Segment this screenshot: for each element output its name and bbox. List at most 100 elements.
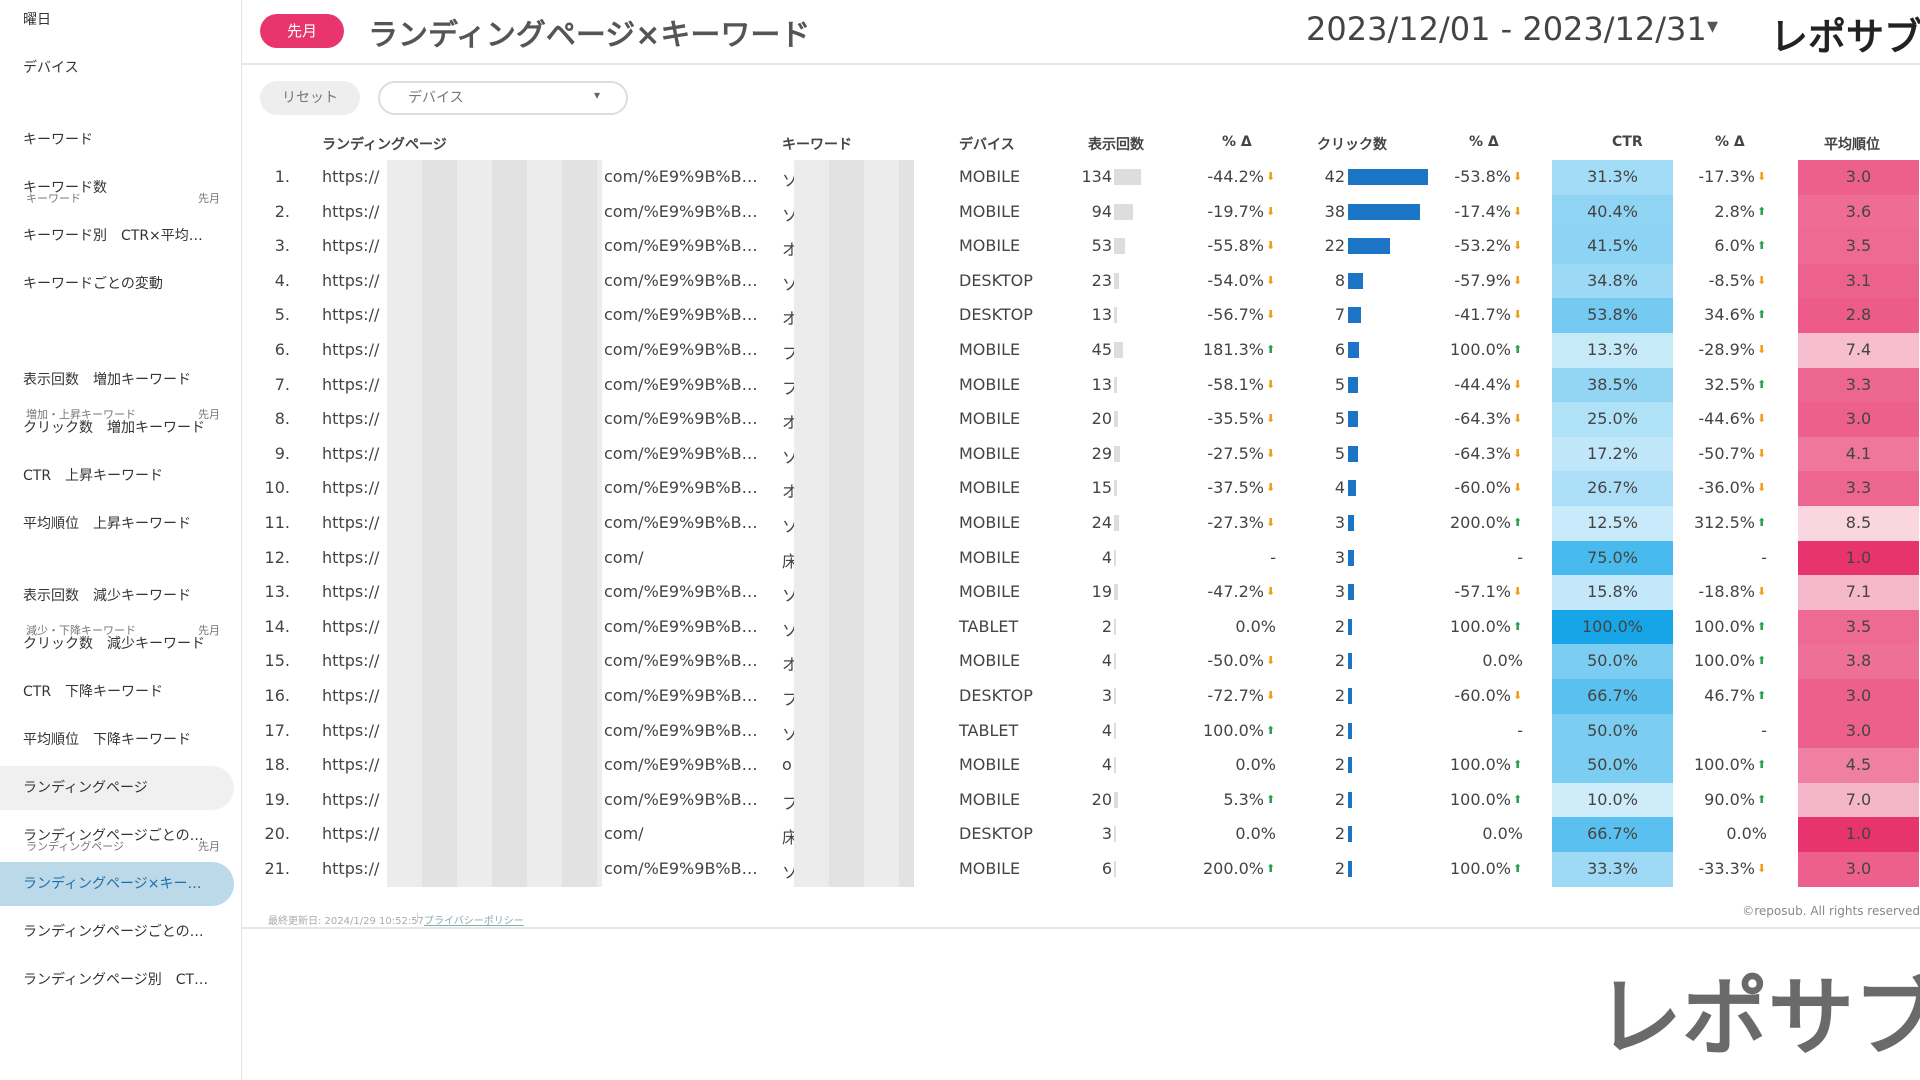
delta-value: 200.0%	[1202, 859, 1264, 878]
sidebar-item[interactable]: 表示回数 減少キーワード	[23, 588, 191, 604]
row-number: 1.	[274, 167, 290, 186]
blurred-keyword	[794, 160, 914, 195]
delta-value: 200.0%	[1449, 513, 1511, 532]
ctr-value: 17.2%	[1587, 443, 1638, 463]
delta-value: 100.0%	[1449, 789, 1511, 809]
main: 先月 ランディングページ×キーワード 2023/12/01 - 2023/12/…	[242, 0, 1920, 1080]
row-number: 11.	[264, 513, 290, 532]
clicks: 3	[1334, 513, 1345, 532]
column-header[interactable]: % Δ	[1469, 134, 1499, 150]
position-cell	[1798, 263, 1919, 299]
delta-value: -64.3%	[1454, 409, 1511, 429]
column-header[interactable]: ランディングページ	[322, 137, 447, 153]
delta-value: -53.2%	[1454, 236, 1511, 256]
delta-value: 100.0%	[1449, 616, 1511, 636]
delta-arrow: ⬆	[1513, 862, 1523, 875]
url-prefix: https://	[322, 859, 380, 878]
sidebar-item[interactable]: キーワード	[23, 132, 93, 148]
blurred-keyword	[794, 609, 914, 645]
position-value: 3.0	[1845, 409, 1872, 429]
delta-value: -60.0%	[1454, 478, 1511, 498]
sidebar-item[interactable]: ランディングページごとの…	[23, 924, 204, 940]
sidebar-item[interactable]: ランディングページ×キー…	[0, 862, 234, 906]
blurred-url	[387, 194, 602, 230]
column-header[interactable]: % Δ	[1222, 134, 1252, 150]
clicks: 5	[1334, 409, 1345, 429]
url-path: com/%E9%9B%B…	[604, 374, 758, 394]
sidebar-item[interactable]: デバイス	[23, 60, 79, 76]
delta-value: 100.0%	[1202, 720, 1264, 740]
sidebar-item[interactable]: CTR 上昇キーワード	[23, 468, 164, 484]
sidebar-item[interactable]: 平均順位 上昇キーワード	[23, 516, 191, 532]
position-cell	[1798, 402, 1919, 437]
blurred-url	[387, 298, 602, 333]
delta-arrow: ⬇	[1513, 412, 1523, 426]
ctr-cell	[1552, 609, 1673, 645]
column-header[interactable]: クリック数	[1317, 137, 1387, 153]
column-header[interactable]: 平均順位	[1824, 137, 1880, 153]
sidebar-item[interactable]: CTR 下降キーワード	[23, 684, 164, 700]
url-path: com/%E9%9B%B…	[604, 859, 758, 878]
dropdown-caret[interactable]: ▾	[1707, 14, 1719, 39]
sidebar-item[interactable]: キーワード別 CTR×平均…	[23, 228, 203, 244]
privacy-link[interactable]: プライバシーポリシー	[424, 916, 524, 927]
impression-bar	[1114, 238, 1125, 255]
click-bar	[1348, 618, 1352, 635]
column-header[interactable]: % Δ	[1715, 134, 1745, 150]
blurred-url	[387, 782, 602, 818]
delta-arrow: ⬇	[1266, 446, 1276, 460]
blurred-keyword	[794, 575, 914, 610]
section-label: 減少・下降キーワード	[26, 624, 136, 637]
device: MOBILE	[959, 859, 1021, 878]
sidebar-item[interactable]: クリック数 減少キーワード	[23, 636, 205, 652]
position-cell	[1798, 852, 1919, 887]
ctr-cell	[1552, 333, 1673, 368]
device: DESKTOP	[959, 824, 1033, 844]
sidebar-item[interactable]: キーワード数	[23, 180, 107, 196]
ctr-cell	[1552, 229, 1673, 264]
delta-value: -64.3%	[1454, 443, 1511, 463]
delta-arrow: ⬇	[1513, 204, 1523, 218]
url-path: com/%E9%9B%B…	[604, 720, 758, 740]
clicks: 2	[1334, 616, 1345, 636]
row-number: 4.	[274, 270, 290, 290]
impression-bar	[1114, 791, 1119, 808]
sidebar-item[interactable]: キーワードごとの変動	[23, 276, 163, 292]
ctr-cell	[1552, 852, 1673, 887]
sidebar-item[interactable]: 曜日	[23, 12, 51, 28]
blurred-url	[387, 402, 602, 437]
blurred-keyword	[794, 506, 914, 541]
ctr-cell	[1552, 506, 1673, 541]
column-header[interactable]: キーワード	[782, 137, 852, 153]
sidebar-item[interactable]: 平均順位 下降キーワード	[23, 732, 191, 748]
delta-arrow: ⬇	[1757, 343, 1767, 356]
delta-value: -47.2%	[1207, 582, 1264, 602]
column-header[interactable]: CTR	[1612, 134, 1643, 150]
row-number: 2.	[274, 201, 290, 221]
device: DESKTOP	[959, 686, 1033, 705]
delta-arrow: ⬇	[1513, 585, 1523, 599]
device-filter[interactable]: デバイス	[378, 81, 628, 115]
clicks: 2	[1334, 720, 1345, 740]
sidebar-item[interactable]: ランディングページ	[0, 766, 234, 810]
column-header[interactable]: 表示回数	[1088, 137, 1144, 153]
date-range[interactable]: 2023/12/01 - 2023/12/31	[1306, 10, 1707, 48]
click-bar	[1348, 445, 1358, 462]
delta-value: 0.0%	[1482, 824, 1523, 844]
delta-arrow: ⬇	[1513, 481, 1523, 495]
reset-button[interactable]: リセット	[260, 81, 360, 115]
sidebar-item[interactable]: ランディングページ別 CT…	[23, 972, 209, 988]
blurred-keyword	[794, 817, 914, 852]
sidebar-item[interactable]: ランディングページごとの…	[23, 828, 204, 844]
position-cell	[1798, 436, 1919, 472]
delta-arrow: ⬆	[1513, 516, 1523, 529]
url-prefix: https://	[322, 167, 380, 186]
sidebar-item[interactable]: クリック数 増加キーワード	[23, 420, 205, 436]
copyright: ©reposub. All rights reserved	[1742, 904, 1920, 918]
clicks: 8	[1334, 270, 1345, 290]
sidebar-item[interactable]: 表示回数 増加キーワード	[23, 372, 191, 388]
device: MOBILE	[959, 409, 1021, 429]
badge[interactable]: 先月	[260, 14, 344, 48]
column-header[interactable]: デバイス	[959, 137, 1015, 153]
